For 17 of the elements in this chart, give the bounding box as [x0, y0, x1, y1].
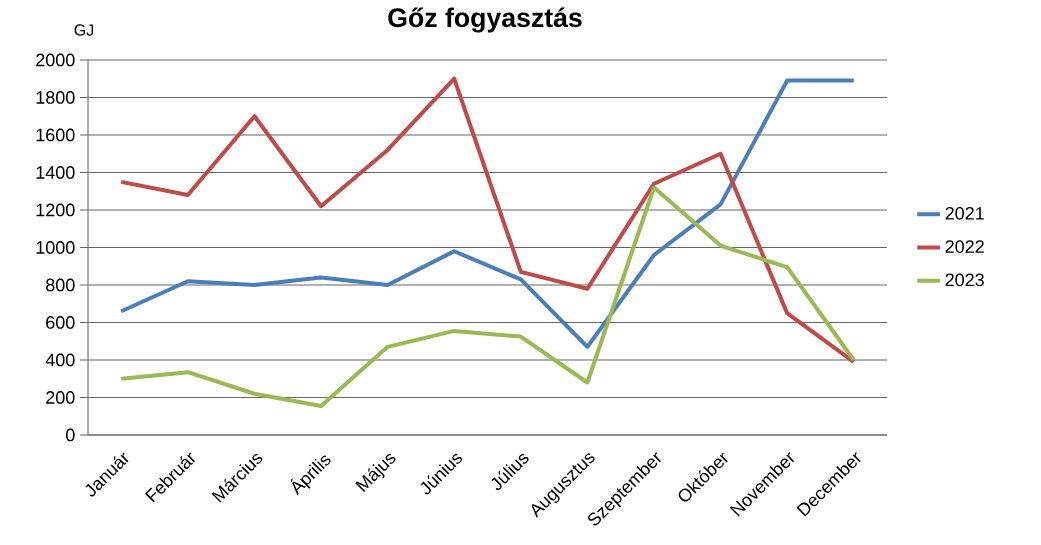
y-tick-label: 0: [66, 428, 75, 442]
legend-label: 2023: [945, 273, 984, 287]
y-tick-label: 200: [46, 391, 75, 404]
y-tick-label: 1000: [36, 241, 75, 254]
y-tick-label: 800: [46, 278, 75, 292]
y-tick-label: 1200: [36, 203, 75, 217]
y-axis-title: GJ: [74, 24, 94, 36]
y-tick-label: 1600: [36, 128, 75, 142]
line-series: [119, 185, 856, 408]
legend-label: 2021: [945, 206, 984, 220]
legend-label: 2022: [945, 240, 984, 253]
y-tick-label: 600: [46, 316, 75, 329]
y-tick-label: 400: [45, 353, 75, 367]
y-tick-label: 2000: [36, 53, 75, 67]
y-tick-label: 1800: [36, 91, 75, 104]
y-tick-label: 1400: [36, 166, 75, 179]
chart-title: Gőz fogyasztás: [388, 7, 582, 33]
